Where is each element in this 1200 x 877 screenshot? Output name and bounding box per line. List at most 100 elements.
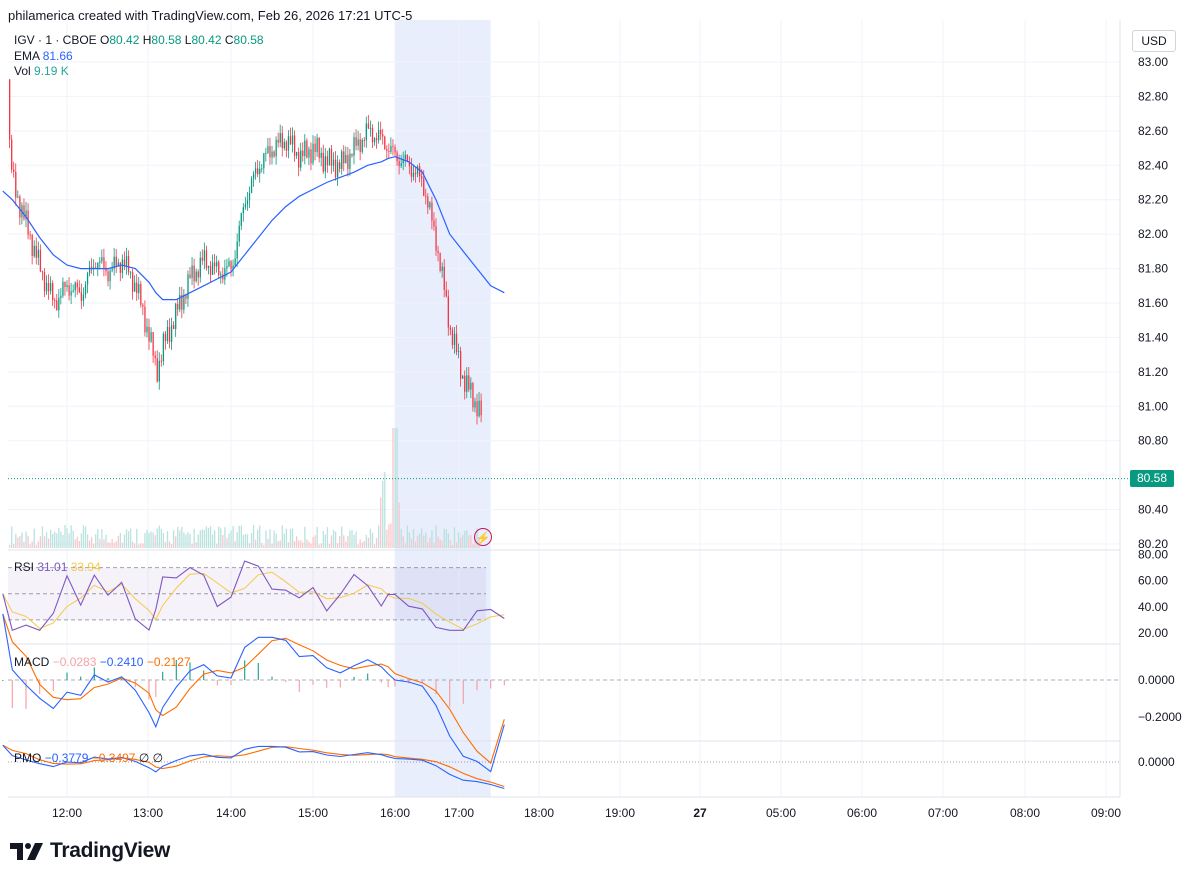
candle-body xyxy=(242,207,244,214)
candle-body xyxy=(201,257,203,261)
candle-body xyxy=(160,360,162,362)
volume-bar xyxy=(117,536,119,548)
tradingview-logo[interactable]: TradingView xyxy=(10,838,170,864)
candle-body xyxy=(11,139,13,170)
volume-bar xyxy=(238,525,240,548)
candle-body xyxy=(396,152,398,162)
vol-legend[interactable]: Vol 9.19 K xyxy=(14,64,69,78)
candle-body xyxy=(421,176,423,179)
volume-bar xyxy=(316,526,318,548)
candle-body xyxy=(84,284,87,295)
symbol-label[interactable]: IGV · 1 · CBOE xyxy=(14,33,97,47)
volume-bar xyxy=(144,533,146,548)
volume-bar xyxy=(345,541,347,548)
candle-body xyxy=(148,326,150,342)
ema-legend[interactable]: EMA 81.66 xyxy=(14,49,73,63)
volume-bar xyxy=(150,531,152,548)
volume-bar xyxy=(259,525,261,548)
volume-bar xyxy=(343,535,345,548)
volume-bar xyxy=(267,538,269,548)
volume-bar xyxy=(23,541,25,548)
candle-body xyxy=(240,213,242,226)
candle-body xyxy=(357,139,359,146)
volume-bar xyxy=(236,532,238,548)
volume-bar xyxy=(177,526,179,548)
candle-body xyxy=(13,169,15,172)
candle-body xyxy=(72,290,74,292)
volume-bar xyxy=(462,534,464,548)
volume-bar xyxy=(41,526,44,548)
candle-body xyxy=(103,257,105,268)
volume-bar xyxy=(88,540,91,548)
volume-bar xyxy=(408,532,411,548)
volume-bar xyxy=(339,535,341,548)
macd-legend[interactable]: MACD −0.0283 −0.2410 −0.2127 xyxy=(14,655,191,669)
macd-histogram-bar xyxy=(503,680,505,686)
candle-body xyxy=(425,195,427,197)
macd-line xyxy=(2,613,505,773)
candle-body xyxy=(339,162,341,169)
candle-body xyxy=(279,133,281,143)
volume-bar xyxy=(197,534,199,548)
candle-body xyxy=(345,154,347,164)
candle-body xyxy=(355,137,357,146)
candle-body xyxy=(99,261,101,263)
candle-body xyxy=(52,283,54,301)
candle-body xyxy=(464,375,466,392)
candle-body xyxy=(162,333,165,362)
candle-body xyxy=(255,168,257,174)
volume-bar xyxy=(56,533,58,548)
volume-bar xyxy=(175,536,177,548)
volume-bar xyxy=(156,528,158,548)
candle-body xyxy=(62,281,64,296)
candle-body xyxy=(433,220,435,227)
candle-body xyxy=(158,360,160,382)
volume-bar xyxy=(334,531,337,548)
candle-body xyxy=(170,325,173,342)
candle-body xyxy=(439,252,441,271)
volume-bar xyxy=(13,543,15,548)
candle-body xyxy=(468,375,470,390)
volume-bar xyxy=(468,535,470,548)
candle-body xyxy=(373,138,376,143)
volume-bar xyxy=(185,534,187,548)
volume-bar xyxy=(76,536,78,548)
macd-signal-line xyxy=(2,613,505,765)
volume-bar xyxy=(283,533,285,548)
macd-histogram-bar xyxy=(387,680,389,688)
candle-body xyxy=(267,146,269,153)
candle-body xyxy=(285,141,288,151)
macd-histogram-bar xyxy=(312,680,314,685)
candle-body xyxy=(308,149,310,158)
rsi-legend[interactable]: RSI 31.01 33.94 xyxy=(14,560,101,574)
volume-bar xyxy=(183,532,185,548)
candle-body xyxy=(238,225,240,242)
candle-body xyxy=(431,202,433,221)
lightning-icon[interactable]: ⚡ xyxy=(474,528,492,546)
macd-histogram-bar xyxy=(271,676,273,680)
candle-body xyxy=(175,303,177,330)
time-tick-label: 13:00 xyxy=(133,806,163,820)
candle-body xyxy=(117,262,119,266)
candle-body xyxy=(31,234,33,256)
macd-histogram-bar xyxy=(66,672,68,680)
volume-bar xyxy=(449,540,452,548)
volume-bar xyxy=(392,428,394,548)
candle-body xyxy=(236,241,238,259)
candle-body xyxy=(80,292,83,301)
pmo-legend[interactable]: PMO −0.3779 −0.3497 ∅ ∅ xyxy=(14,751,163,765)
candle-body xyxy=(437,250,439,253)
macd-histogram-bar xyxy=(285,680,287,683)
volume-bar xyxy=(382,480,384,548)
close-label: C xyxy=(224,33,234,47)
candle-body xyxy=(244,204,247,208)
volume-bar xyxy=(306,539,308,548)
volume-bar xyxy=(211,534,214,548)
currency-button[interactable]: USD xyxy=(1132,30,1176,52)
candle-body xyxy=(9,79,11,140)
candle-body xyxy=(472,383,474,408)
volume-bar xyxy=(447,533,449,548)
volume-bar xyxy=(74,539,76,548)
macd-histogram-bar xyxy=(367,673,369,680)
